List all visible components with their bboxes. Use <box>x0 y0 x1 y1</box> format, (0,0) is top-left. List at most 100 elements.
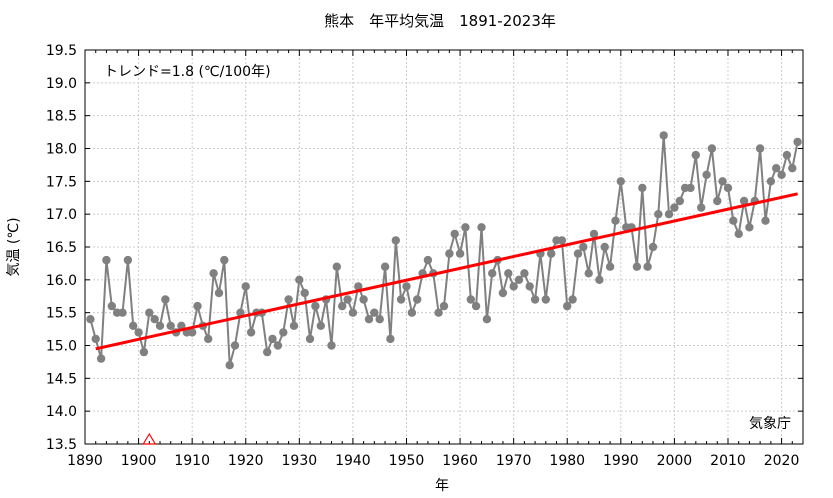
triangle-marker <box>142 432 157 445</box>
data-point <box>541 295 550 304</box>
data-point <box>396 295 406 304</box>
data-point <box>220 255 229 265</box>
data-point <box>450 229 459 239</box>
data-point <box>461 223 470 232</box>
x-tick-label: 2000 <box>657 453 693 469</box>
data-point <box>509 282 518 291</box>
y-tick-label: 18.5 <box>46 109 77 125</box>
data-point <box>445 249 454 258</box>
data-point <box>713 196 722 206</box>
data-point <box>236 308 245 317</box>
data-point <box>375 315 384 324</box>
data-point <box>729 216 738 225</box>
y-tick-label: 17.0 <box>46 207 77 223</box>
data-point <box>204 334 213 344</box>
data-point <box>755 144 765 153</box>
data-point <box>568 295 577 304</box>
y-tick-label: 17.5 <box>46 174 77 190</box>
x-tick-label: 1970 <box>496 453 532 469</box>
data-point <box>316 321 325 330</box>
data-point <box>471 301 481 311</box>
data-point <box>488 269 497 278</box>
data-point <box>407 308 417 317</box>
y-tick-label: 16.0 <box>46 273 77 289</box>
data-point <box>102 255 111 265</box>
data-point <box>455 249 465 258</box>
y-tick-label: 15.5 <box>46 306 77 322</box>
data-point <box>643 262 652 271</box>
x-tick-label: 1950 <box>389 453 425 469</box>
data-point <box>611 216 620 225</box>
data-point <box>600 242 609 252</box>
data-point <box>413 295 422 304</box>
data-point <box>263 347 272 357</box>
data-point <box>139 347 149 357</box>
data-point <box>670 203 679 212</box>
data-point <box>557 236 567 245</box>
data-point <box>230 341 240 350</box>
data-point <box>279 328 288 337</box>
data-point <box>343 295 352 304</box>
data-point <box>188 328 197 337</box>
data-point <box>91 334 100 344</box>
data-point <box>145 308 154 317</box>
source-label: 気象庁 <box>749 416 791 432</box>
data-point <box>707 144 717 153</box>
data-point <box>654 210 663 219</box>
data-point <box>241 282 250 291</box>
x-tick-label: 1960 <box>442 453 478 469</box>
data-point <box>380 262 390 271</box>
data-point <box>589 229 599 239</box>
data-point <box>423 255 433 265</box>
data-point <box>225 361 234 370</box>
data-point <box>391 236 400 245</box>
data-point <box>504 269 513 278</box>
data-point <box>739 196 749 206</box>
data-point <box>595 275 604 284</box>
y-axis: 13.5 14.0 14.5 15.0 15.5 16.0 16.5 17.0 17.5 18.0… <box>46 43 803 453</box>
data-point <box>439 301 449 311</box>
data-point <box>525 282 534 291</box>
data-point <box>284 295 293 304</box>
data-point <box>718 177 727 186</box>
y-tick-label: 19.0 <box>46 76 77 92</box>
data-point <box>563 301 572 311</box>
data-point <box>697 203 706 212</box>
data-point <box>300 288 309 298</box>
data-point <box>761 216 770 225</box>
data-point <box>273 341 283 350</box>
data-point <box>386 334 395 344</box>
data-point <box>214 288 224 298</box>
data-point <box>745 223 754 232</box>
x-tick-label: 1910 <box>174 453 210 469</box>
data-point <box>129 321 138 330</box>
data-point <box>466 295 475 304</box>
data-point <box>364 315 374 324</box>
data-point <box>530 295 540 304</box>
data-point <box>134 328 143 337</box>
data-point <box>246 328 256 337</box>
data-point <box>691 150 700 160</box>
data-point <box>86 315 95 324</box>
y-tick-label: 15.0 <box>46 339 77 355</box>
data-point <box>659 131 668 140</box>
y-axis-label: 気温 (℃) <box>6 217 22 276</box>
data-point <box>734 229 743 239</box>
data-point <box>772 164 781 173</box>
data-point <box>311 301 320 311</box>
data-point <box>514 275 524 284</box>
data-point <box>477 223 486 232</box>
data-point <box>482 315 492 324</box>
x-axis-label: 年 <box>435 478 449 494</box>
x-tick-label: 1980 <box>549 453 585 469</box>
data-point <box>370 308 379 317</box>
data-point <box>295 275 304 284</box>
data-point <box>118 308 127 317</box>
data-point <box>161 295 170 304</box>
data-point <box>332 262 341 271</box>
data-point <box>268 334 277 344</box>
data-point <box>584 269 593 278</box>
x-tick-label: 1990 <box>603 453 639 469</box>
data-point <box>648 242 658 252</box>
